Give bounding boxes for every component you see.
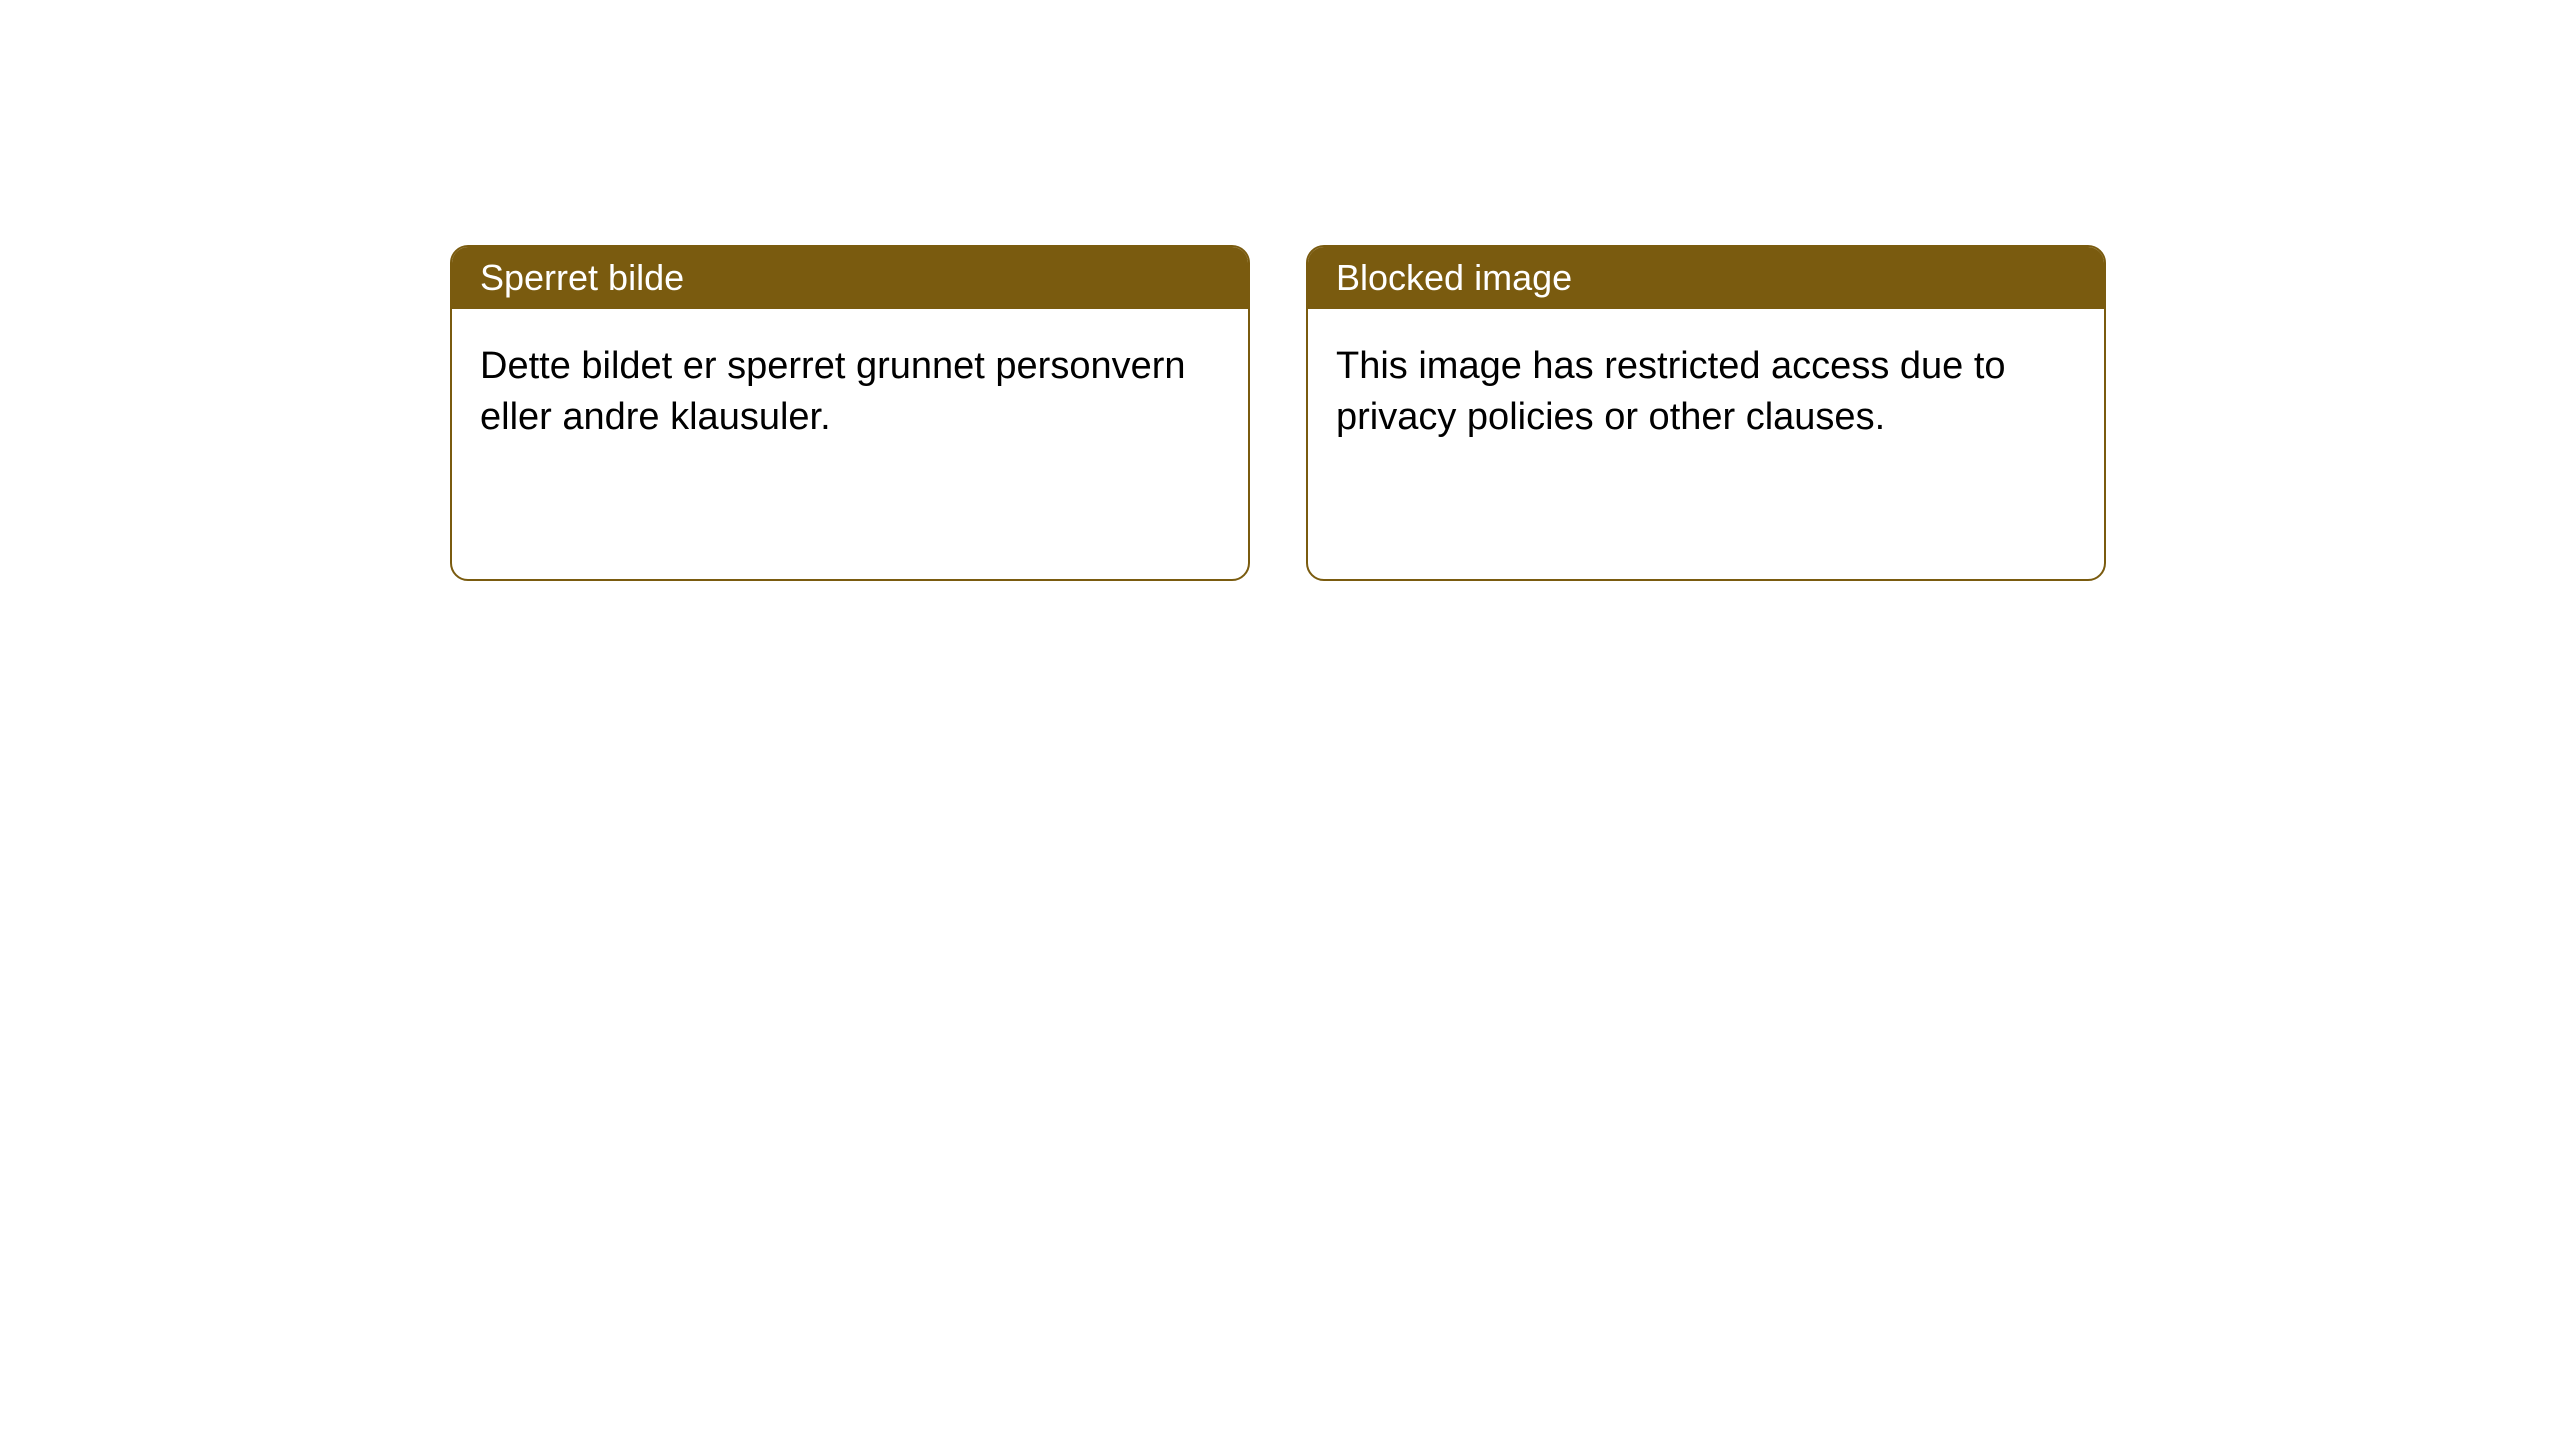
notice-card-header: Blocked image — [1308, 247, 2104, 309]
notice-card-body: This image has restricted access due to … — [1308, 309, 2104, 579]
notice-card-text: This image has restricted access due to … — [1336, 345, 2006, 438]
notice-cards-container: Sperret bilde Dette bildet er sperret gr… — [0, 0, 2560, 581]
notice-card-title: Blocked image — [1336, 257, 1572, 298]
notice-card-header: Sperret bilde — [452, 247, 1248, 309]
notice-card-text: Dette bildet er sperret grunnet personve… — [480, 345, 1186, 438]
notice-card-title: Sperret bilde — [480, 257, 684, 298]
notice-card-english: Blocked image This image has restricted … — [1306, 245, 2106, 581]
notice-card-norwegian: Sperret bilde Dette bildet er sperret gr… — [450, 245, 1250, 581]
notice-card-body: Dette bildet er sperret grunnet personve… — [452, 309, 1248, 579]
